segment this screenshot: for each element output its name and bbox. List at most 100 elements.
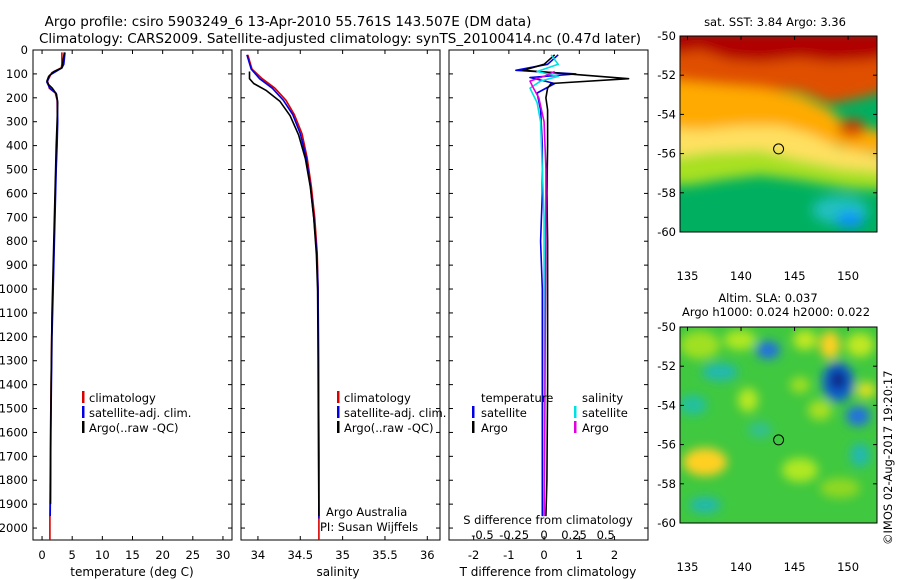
legend-label-satellite: satellite-adj. clim.	[344, 406, 446, 420]
legend-label-t-satellite: satellite	[481, 406, 527, 420]
depth-tick-label: 1200	[0, 330, 28, 344]
depth-tick-label: 0	[21, 43, 28, 57]
series-line-climatology	[247, 54, 320, 540]
sst-map-frame	[679, 35, 878, 233]
salinity-x-axis: 34 34.5 35 35.5 36	[241, 49, 440, 562]
legend-swatch-argo	[82, 421, 85, 433]
depth-tick-label: 1700	[0, 449, 28, 463]
x-tick-label: 5	[69, 548, 76, 562]
depth-tick-label: 2000	[0, 521, 28, 535]
x-tick-label: 15	[125, 548, 140, 562]
sla-map-frame	[679, 326, 878, 524]
map-y-tick-label: -54	[657, 107, 676, 121]
map-x-tick-label: 145	[784, 269, 806, 283]
legend-heading-salinity: salinity	[582, 391, 623, 405]
credit-text: ©IMOS 02-Aug-2017 19:20:17	[881, 370, 895, 545]
legend-swatch-satellite	[82, 406, 85, 418]
depth-tick-label: 1400	[0, 378, 28, 392]
legend-swatch-s-argo	[574, 421, 577, 433]
temperature-legend: climatology satellite-adj. clim. Argo(..…	[82, 391, 191, 435]
sla-map-panel: Altim. SLA: 0.037 Argo h1000: 0.024 h200…	[657, 291, 878, 574]
map-y-tick-label: -52	[657, 359, 676, 373]
depth-tick-label: 600	[6, 186, 28, 200]
s-tick-label: 0.25	[561, 528, 587, 542]
sla-argo-position-marker	[773, 434, 785, 446]
legend-label-climatology: climatology	[344, 391, 411, 405]
difference-x-axis: -2 -1 0 1 2	[449, 49, 648, 562]
map-y-tick-label: -56	[657, 438, 676, 452]
difference-legend-salinity: salinity satellite Argo	[574, 391, 628, 435]
series-line-argo-raw-qc-	[248, 71, 320, 517]
salinity-annotation-line-1: Argo Australia	[326, 505, 407, 519]
x-tick-label: 20	[155, 548, 170, 562]
sla-map-field	[680, 327, 877, 523]
difference-legend-temperature: temperature satellite Argo	[472, 391, 553, 435]
x-tick-label: 35.5	[372, 548, 398, 562]
s-difference-label: S difference from climatology	[463, 513, 633, 527]
temperature-frame	[32, 49, 233, 541]
map-x-tick-label: 140	[730, 560, 752, 574]
depth-tick-label: 1100	[0, 306, 28, 320]
x-tick-label: -1	[503, 548, 514, 562]
series-line-climatology	[46, 52, 63, 540]
legend-swatch-t-satellite	[472, 406, 475, 418]
series-line-temperature-argo	[522, 54, 630, 517]
sst-map-title: sat. SST: 3.84 Argo: 3.36	[704, 15, 846, 29]
s-tick-label: 0.5	[597, 528, 615, 542]
depth-tick-label: 800	[6, 234, 28, 248]
map-y-tick-label: -54	[657, 398, 676, 412]
header-line-1: Argo profile: csiro 5903249_6 13-Apr-201…	[45, 14, 532, 30]
x-tick-label: 36	[420, 548, 435, 562]
x-tick-label: 35	[335, 548, 350, 562]
map-x-tick-label: 150	[837, 269, 859, 283]
legend-label-satellite: satellite-adj. clim.	[89, 406, 191, 420]
temperature-x-axis: 0 5 10 15 20 25 30	[33, 49, 232, 562]
map-y-tick-label: -58	[657, 186, 676, 200]
depth-tick-label: 1800	[0, 473, 28, 487]
x-tick-label: -2	[468, 548, 479, 562]
x-tick-label: 1	[576, 548, 583, 562]
legend-swatch-climatology	[337, 391, 340, 403]
depth-axis: 0 100 200 300 400 500 600 700 800 900 1000 1100 1200…	[0, 43, 28, 535]
depth-tick-label: 1300	[0, 354, 28, 368]
series-line-satellite-adj-clim-	[246, 54, 320, 519]
map-y-tick-label: -60	[657, 516, 676, 530]
x-tick-label: 10	[95, 548, 110, 562]
series-line-salinity-satellite	[529, 54, 560, 517]
depth-tick-label: 1600	[0, 425, 28, 439]
x-tick-label: 0	[540, 548, 547, 562]
legend-label-t-argo: Argo	[481, 421, 508, 435]
salinity-xlabel: salinity	[316, 565, 359, 579]
sla-map-title-line-1: Altim. SLA: 0.037	[718, 291, 817, 305]
x-tick-label: 34.5	[287, 548, 313, 562]
map-y-tick-label: -50	[657, 320, 676, 334]
salinity-legend: climatology satellite-adj. clim. Argo(..…	[337, 391, 446, 435]
depth-tick-label: 500	[6, 163, 28, 177]
s-tick-label: -0.5	[471, 528, 493, 542]
salinity-annotation-line-2: PI: Susan Wijffels	[320, 520, 418, 534]
legend-label-s-argo: Argo	[582, 421, 609, 435]
map-x-tick-label: 135	[677, 269, 699, 283]
x-tick-label: 25	[185, 548, 200, 562]
sst-map-field	[680, 36, 877, 232]
map-y-tick-label: -58	[657, 477, 676, 491]
sla-map-axes: -50 -52 -54 -56 -58 -60 135 140 145 150	[657, 320, 877, 574]
s-tick-label: -0.25	[499, 528, 529, 542]
depth-tick-label: 200	[6, 91, 28, 105]
depth-tick-label: 100	[6, 67, 28, 81]
legend-heading-temperature: temperature	[481, 391, 553, 405]
map-x-tick-label: 145	[784, 560, 806, 574]
map-y-tick-label: -52	[657, 68, 676, 82]
legend-swatch-satellite	[337, 406, 340, 418]
series-line-salinity-argo	[529, 70, 556, 517]
depth-tick-label: 1900	[0, 497, 28, 511]
difference-frame	[448, 49, 649, 541]
map-x-tick-label: 140	[730, 269, 752, 283]
depth-tick-label: 1000	[0, 282, 28, 296]
salinity-panel: 34 34.5 35 35.5 36 salinity climatology sate…	[240, 49, 446, 579]
temperature-xlabel: temperature (deg C)	[70, 565, 193, 579]
depth-tick-label: 900	[6, 258, 28, 272]
difference-lines	[515, 54, 630, 517]
depth-tick-label: 400	[6, 139, 28, 153]
